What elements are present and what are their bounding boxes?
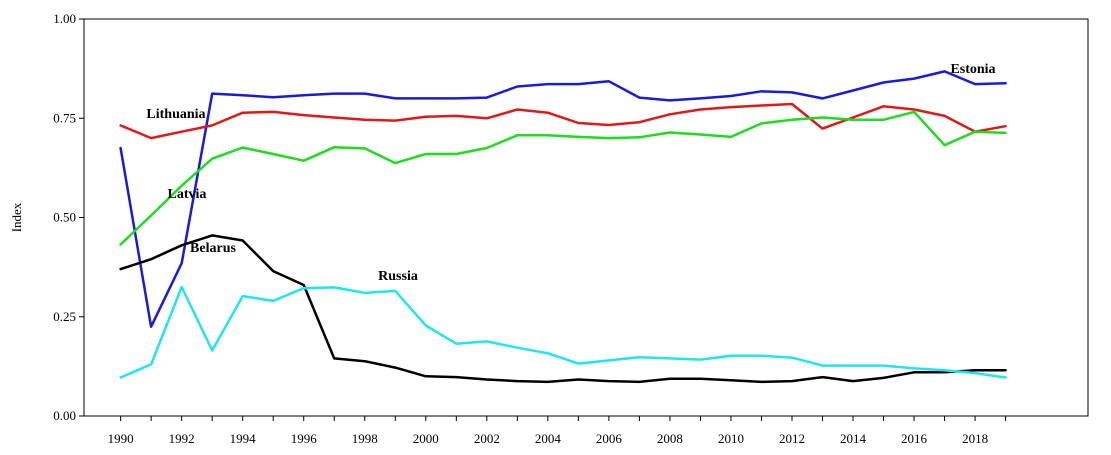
series-line-belarus: [119, 234, 1007, 384]
series-line-russia: [119, 285, 1007, 379]
series-label-russia: Russia: [378, 269, 418, 284]
x-tick-label: 1998: [352, 431, 378, 446]
y-tick-label: 0.00: [53, 408, 76, 423]
x-tick-label: 2004: [535, 431, 562, 446]
series-label-lithuania: Lithuania: [146, 107, 205, 122]
y-axis-title: Index: [9, 202, 24, 232]
y-tick-label: 0.25: [53, 309, 76, 324]
plot-frame: [83, 18, 1089, 417]
y-tick-label: 1.00: [53, 11, 76, 26]
x-tick-label: 1990: [108, 431, 134, 446]
series-label-latvia: Latvia: [168, 187, 207, 202]
x-tick-label: 2010: [718, 431, 744, 446]
x-tick-label: 1996: [291, 431, 318, 446]
x-tick-label: 1992: [169, 431, 195, 446]
x-tick-label: 2002: [474, 431, 500, 446]
x-tick-label: 2000: [413, 431, 439, 446]
x-tick-label: 2012: [779, 431, 805, 446]
y-tick-label: 0.75: [53, 110, 76, 125]
x-tick-label: 1994: [230, 431, 257, 446]
y-tick-label: 0.50: [53, 210, 76, 225]
series-line-lithuania: [119, 102, 1007, 140]
x-tick-label: 2008: [657, 431, 683, 446]
series-line-latvia: [119, 110, 1007, 246]
x-tick-label: 2014: [840, 431, 867, 446]
series-line-estonia: [119, 70, 1007, 328]
x-tick-label: 2016: [901, 431, 928, 446]
series-label-belarus: Belarus: [190, 241, 236, 256]
series-label-estonia: Estonia: [950, 62, 995, 77]
x-tick-label: 2018: [962, 431, 988, 446]
x-tick-label: 2006: [596, 431, 623, 446]
